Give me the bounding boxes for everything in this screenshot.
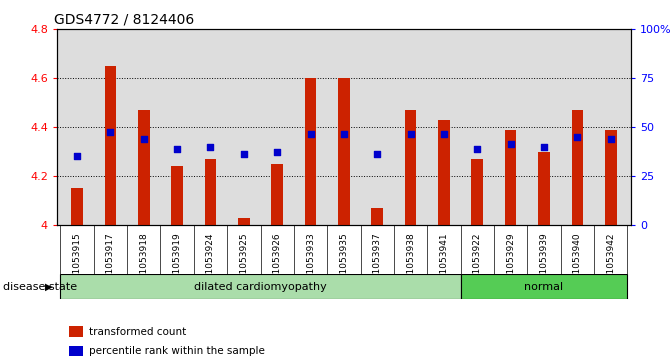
Point <box>238 151 249 157</box>
Text: GSM1053929: GSM1053929 <box>506 232 515 293</box>
Bar <box>438 120 450 225</box>
Point <box>439 131 450 137</box>
Point <box>505 141 516 147</box>
Point <box>172 146 183 152</box>
Point <box>539 144 550 150</box>
Point <box>205 144 216 150</box>
Text: GSM1053941: GSM1053941 <box>440 232 448 293</box>
Bar <box>460 274 627 299</box>
Text: GSM1053917: GSM1053917 <box>106 232 115 293</box>
Text: GSM1053942: GSM1053942 <box>606 232 615 293</box>
Point <box>605 136 616 142</box>
Point <box>272 149 282 155</box>
Point <box>72 154 83 159</box>
Bar <box>68 326 83 337</box>
Bar <box>205 159 216 225</box>
Point <box>338 131 349 137</box>
Bar <box>105 66 116 225</box>
Bar <box>271 164 283 225</box>
Bar <box>572 110 583 225</box>
Text: ▶: ▶ <box>44 282 52 292</box>
Bar <box>68 346 83 356</box>
Text: GSM1053935: GSM1053935 <box>340 232 348 293</box>
Bar <box>138 110 150 225</box>
Bar <box>71 188 83 225</box>
Text: normal: normal <box>525 282 564 292</box>
Bar <box>305 78 316 225</box>
Text: GSM1053926: GSM1053926 <box>272 232 282 293</box>
Text: GSM1053925: GSM1053925 <box>240 232 248 293</box>
Point <box>372 151 382 157</box>
Bar <box>472 159 483 225</box>
Text: GSM1053937: GSM1053937 <box>373 232 382 293</box>
Bar <box>538 151 550 225</box>
Bar <box>338 78 350 225</box>
Text: GSM1053924: GSM1053924 <box>206 232 215 293</box>
Point <box>572 134 582 140</box>
Point <box>472 146 482 152</box>
Text: GSM1053933: GSM1053933 <box>306 232 315 293</box>
Text: GSM1053938: GSM1053938 <box>406 232 415 293</box>
Text: dilated cardiomyopathy: dilated cardiomyopathy <box>194 282 327 292</box>
Text: GSM1053940: GSM1053940 <box>573 232 582 293</box>
Text: GSM1053939: GSM1053939 <box>539 232 548 293</box>
Bar <box>60 274 460 299</box>
Bar <box>171 166 183 225</box>
Bar <box>405 110 417 225</box>
Text: GSM1053919: GSM1053919 <box>172 232 182 293</box>
Bar <box>238 218 250 225</box>
Point <box>405 131 416 137</box>
Point <box>305 131 316 137</box>
Text: transformed count: transformed count <box>89 327 186 337</box>
Point <box>138 136 149 142</box>
Text: GSM1053918: GSM1053918 <box>140 232 148 293</box>
Bar <box>372 208 383 225</box>
Text: disease state: disease state <box>3 282 77 292</box>
Text: GDS4772 / 8124406: GDS4772 / 8124406 <box>54 12 195 26</box>
Bar <box>605 130 617 225</box>
Text: percentile rank within the sample: percentile rank within the sample <box>89 346 264 356</box>
Bar <box>505 130 517 225</box>
Text: GSM1053922: GSM1053922 <box>473 232 482 293</box>
Point <box>105 129 116 135</box>
Text: GSM1053915: GSM1053915 <box>72 232 82 293</box>
